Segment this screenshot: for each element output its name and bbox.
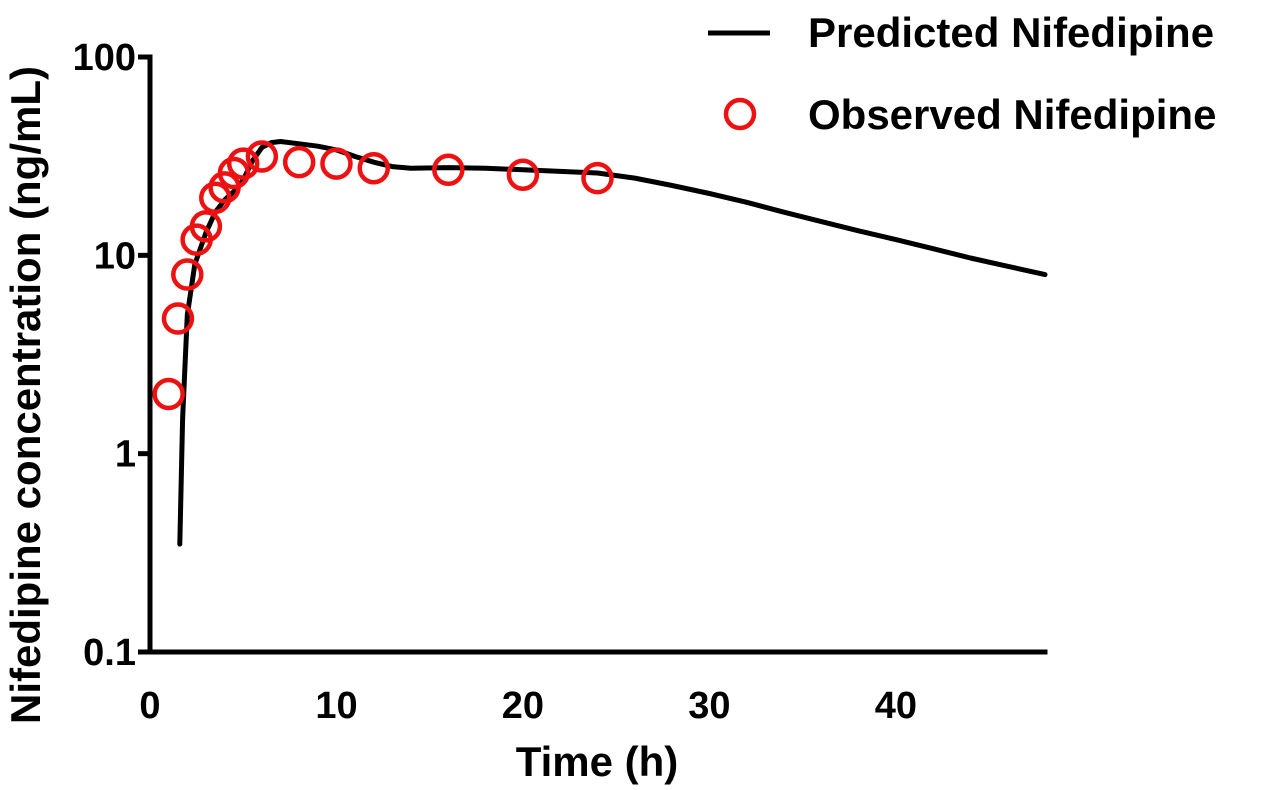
x-tick-label: 40 xyxy=(875,685,917,727)
data-point-observed xyxy=(245,140,279,173)
data-point-observed xyxy=(432,153,465,187)
data-point-observed xyxy=(357,151,390,185)
x-ticks: 0 10 20 30 40 xyxy=(139,685,917,727)
data-point-observed xyxy=(217,156,251,190)
x-tick-label: 20 xyxy=(502,685,544,727)
y-tick-label: 1 xyxy=(115,434,136,476)
axes xyxy=(147,54,1048,655)
y-ticks: 0.1 1 10 100 xyxy=(73,37,150,674)
y-tick-label: 100 xyxy=(73,37,136,79)
data-point-observed xyxy=(161,302,195,335)
data-point-observed xyxy=(152,377,185,411)
data-point-observed xyxy=(226,147,260,180)
data-point-observed xyxy=(199,181,232,215)
x-tick-label: 10 xyxy=(315,685,357,727)
legend-label-predicted: Predicted Nifedipine xyxy=(808,9,1214,56)
data-point-observed xyxy=(581,161,614,195)
data-point-observed xyxy=(189,210,223,243)
data-point-observed xyxy=(171,258,204,291)
legend-label-observed: Observed Nifedipine xyxy=(808,91,1216,138)
x-tick-label: 0 xyxy=(139,685,160,727)
legend: Predicted Nifedipine Observed Nifedipine xyxy=(708,9,1216,138)
data-point-observed xyxy=(282,145,316,179)
y-tick-label: 10 xyxy=(94,235,136,277)
y-tick-label: 0.1 xyxy=(83,632,136,674)
plot-area xyxy=(152,139,1048,547)
x-tick-label: 30 xyxy=(688,685,730,727)
legend-circle-sample xyxy=(723,97,757,131)
x-axis-title: Time (h) xyxy=(516,738,679,785)
series-line-predicted xyxy=(177,139,1048,547)
y-axis-title: Nifedipine concentration (ng/mL) xyxy=(2,66,49,724)
data-point-observed xyxy=(320,147,353,180)
data-point-observed xyxy=(506,158,540,191)
